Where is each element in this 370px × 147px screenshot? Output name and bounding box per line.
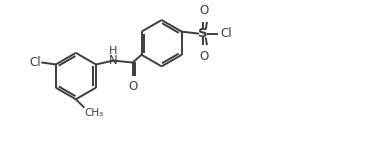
Text: CH₃: CH₃ xyxy=(84,108,104,118)
Text: O: O xyxy=(128,80,137,93)
Text: Cl: Cl xyxy=(30,56,41,69)
Text: Cl: Cl xyxy=(220,27,232,40)
Text: O: O xyxy=(199,50,209,63)
Text: H: H xyxy=(109,46,118,56)
Text: N: N xyxy=(109,54,118,67)
Text: O: O xyxy=(199,4,209,17)
Text: S: S xyxy=(198,27,208,40)
